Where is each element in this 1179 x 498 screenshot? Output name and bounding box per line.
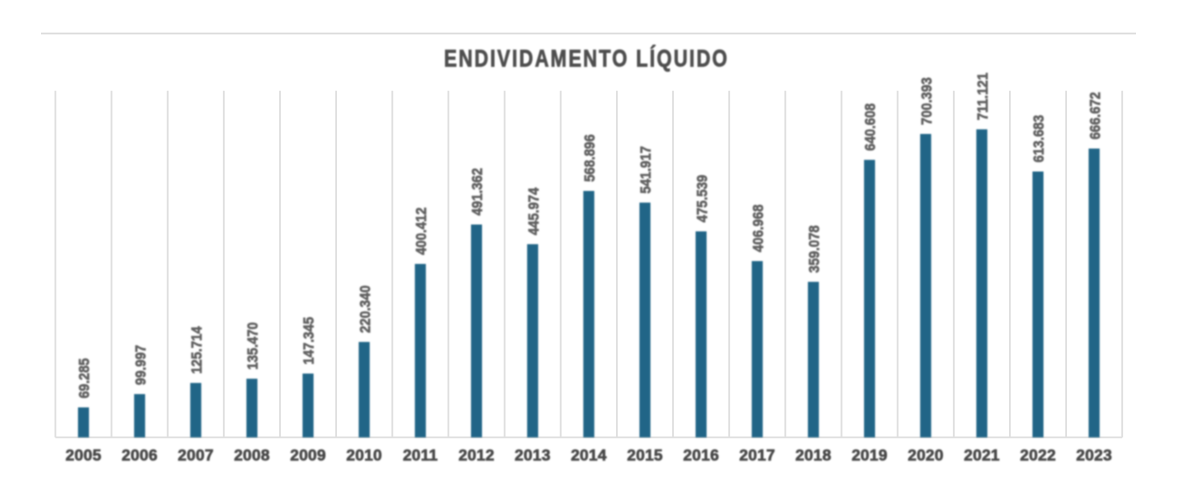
svg-text:2015: 2015 <box>627 448 663 465</box>
svg-text:147.345: 147.345 <box>301 316 318 364</box>
svg-text:613.683: 613.683 <box>1031 115 1048 163</box>
svg-text:359.078: 359.078 <box>806 225 823 273</box>
svg-text:445.974: 445.974 <box>525 187 542 235</box>
svg-text:568.896: 568.896 <box>582 134 599 182</box>
svg-text:2007: 2007 <box>178 448 214 465</box>
svg-text:2005: 2005 <box>65 448 101 465</box>
svg-text:220.340: 220.340 <box>357 285 374 333</box>
svg-text:2017: 2017 <box>739 448 775 465</box>
svg-text:700.393: 700.393 <box>918 77 935 125</box>
svg-text:2008: 2008 <box>234 448 270 465</box>
svg-text:125.714: 125.714 <box>188 326 205 374</box>
svg-text:2020: 2020 <box>908 448 944 465</box>
svg-text:475.539: 475.539 <box>694 175 711 223</box>
svg-text:666.672: 666.672 <box>1087 92 1104 140</box>
svg-text:2006: 2006 <box>122 448 158 465</box>
svg-text:2011: 2011 <box>403 448 438 465</box>
svg-text:69.285: 69.285 <box>76 358 93 399</box>
svg-text:491.362: 491.362 <box>469 168 486 216</box>
svg-text:711.121: 711.121 <box>975 72 992 120</box>
svg-text:406.968: 406.968 <box>750 204 767 252</box>
svg-text:2018: 2018 <box>795 448 831 465</box>
svg-text:ENDIVIDAMENTO LÍQUIDO: ENDIVIDAMENTO LÍQUIDO <box>444 44 729 72</box>
svg-text:99.997: 99.997 <box>132 345 149 385</box>
svg-text:2023: 2023 <box>1076 448 1112 465</box>
svg-text:2019: 2019 <box>852 448 888 465</box>
svg-text:2021: 2021 <box>964 448 1000 465</box>
svg-text:2014: 2014 <box>571 448 607 465</box>
svg-text:2022: 2022 <box>1020 448 1056 465</box>
svg-text:2010: 2010 <box>346 448 382 465</box>
svg-text:135.470: 135.470 <box>245 322 262 370</box>
svg-text:2016: 2016 <box>683 448 719 465</box>
svg-text:2013: 2013 <box>515 448 551 465</box>
svg-text:400.412: 400.412 <box>413 207 430 255</box>
svg-text:640.608: 640.608 <box>862 103 879 151</box>
svg-text:2009: 2009 <box>290 448 326 465</box>
svg-text:2012: 2012 <box>459 448 495 465</box>
svg-text:541.917: 541.917 <box>638 146 655 194</box>
